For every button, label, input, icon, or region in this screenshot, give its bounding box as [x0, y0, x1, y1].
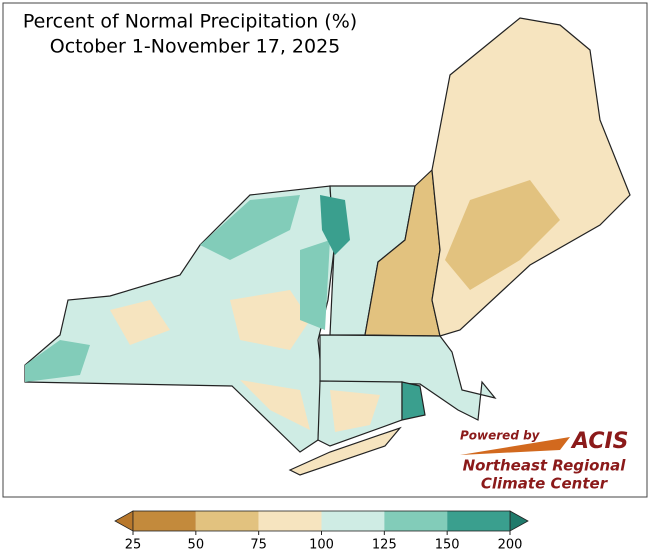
- colorbar-segment: [195, 511, 259, 531]
- region-wet: [25, 195, 330, 382]
- colorbar-segment: [384, 511, 448, 531]
- region-dry: [110, 290, 310, 430]
- colorbar-tick-label: 125: [372, 538, 397, 553]
- colorbar-segment: [447, 511, 510, 531]
- logo-swoosh: [460, 437, 570, 455]
- logo-line1: Northeast Regional: [463, 457, 627, 475]
- rhode-island: [401, 381, 426, 421]
- colorbar-tick-label: 50: [188, 538, 205, 553]
- title: Percent of Normal Precipitation (%): [23, 11, 357, 33]
- colorbar-tick-label: 100: [309, 538, 334, 553]
- colorbar-under: [114, 510, 134, 532]
- colorbar-tick-label: 150: [435, 538, 460, 553]
- region-dry-me: [445, 180, 560, 290]
- colorbar-tick-label: 25: [125, 538, 142, 553]
- logo-powered: Powered by: [460, 429, 541, 443]
- colorbar-tick-label: 200: [498, 538, 523, 553]
- colorbar-segment: [321, 511, 385, 531]
- colorbar-tick-label: 75: [250, 538, 267, 553]
- colorbar-segment: [133, 511, 196, 531]
- logo: Powered by ACIS Northeast Regional Clima…: [460, 429, 629, 493]
- subtitle: October 1-November 17, 2025: [50, 36, 341, 58]
- colorbar-segment: [258, 511, 322, 531]
- long-island: [288, 426, 402, 476]
- colorbar-over: [509, 510, 529, 532]
- region-wet-vt: [320, 195, 350, 255]
- colorbar: 25 50 75 100 125 150 200: [114, 510, 529, 553]
- logo-acis: ACIS: [570, 429, 629, 454]
- logo-line2: Climate Center: [481, 475, 609, 493]
- region-dry-ct: [330, 390, 380, 432]
- map: [24, 17, 631, 476]
